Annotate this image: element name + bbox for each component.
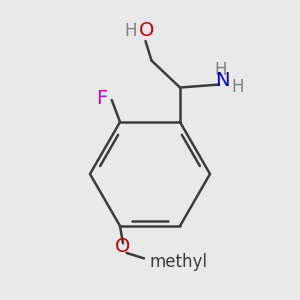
Text: H: H — [214, 61, 227, 79]
Text: N: N — [215, 70, 229, 89]
Text: H: H — [125, 22, 137, 40]
Text: O: O — [115, 238, 131, 256]
Text: H: H — [231, 78, 244, 96]
Text: methyl: methyl — [149, 253, 207, 271]
Text: O: O — [138, 21, 154, 40]
Text: F: F — [96, 89, 107, 108]
